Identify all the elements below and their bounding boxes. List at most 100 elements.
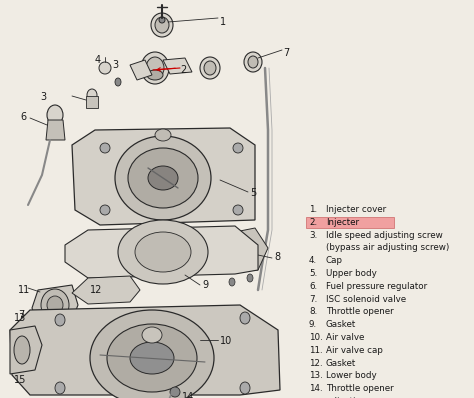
Ellipse shape — [230, 243, 254, 267]
Ellipse shape — [47, 105, 63, 125]
Ellipse shape — [118, 220, 208, 284]
Text: Fuel pressure regulator: Fuel pressure regulator — [326, 282, 427, 291]
Ellipse shape — [14, 336, 30, 364]
Polygon shape — [10, 326, 42, 374]
Text: 10.: 10. — [309, 333, 323, 342]
Ellipse shape — [55, 314, 65, 326]
Ellipse shape — [128, 148, 198, 208]
Bar — [306, 217, 394, 228]
Text: Gasket: Gasket — [326, 359, 356, 368]
Ellipse shape — [41, 289, 69, 321]
Text: 10: 10 — [220, 336, 232, 346]
Ellipse shape — [100, 205, 110, 215]
Text: 12.: 12. — [309, 359, 323, 368]
Ellipse shape — [151, 13, 173, 37]
Ellipse shape — [87, 89, 97, 101]
Text: 1.: 1. — [309, 205, 317, 214]
Ellipse shape — [107, 324, 197, 392]
Ellipse shape — [155, 129, 171, 141]
Polygon shape — [163, 58, 192, 74]
Text: 3: 3 — [40, 92, 46, 102]
Ellipse shape — [146, 57, 164, 79]
Polygon shape — [130, 60, 152, 80]
Ellipse shape — [233, 143, 243, 153]
Text: 2: 2 — [180, 65, 186, 75]
Text: 12: 12 — [90, 285, 102, 295]
Text: 15: 15 — [14, 375, 27, 385]
Ellipse shape — [115, 136, 211, 220]
Ellipse shape — [135, 232, 191, 272]
Text: Gasket: Gasket — [326, 320, 356, 329]
Text: 3: 3 — [112, 60, 118, 70]
Text: 13: 13 — [14, 313, 26, 323]
Ellipse shape — [244, 52, 262, 72]
Ellipse shape — [159, 17, 165, 23]
Ellipse shape — [248, 56, 258, 68]
Text: 5: 5 — [250, 188, 256, 198]
Ellipse shape — [204, 61, 216, 75]
Ellipse shape — [130, 342, 174, 374]
Polygon shape — [46, 120, 65, 140]
Polygon shape — [65, 226, 258, 278]
Ellipse shape — [233, 205, 243, 215]
Text: 8.: 8. — [309, 307, 317, 316]
Ellipse shape — [90, 310, 214, 398]
Text: 9: 9 — [202, 280, 208, 290]
Text: adjusting screw: adjusting screw — [326, 397, 395, 398]
Text: Air valve: Air valve — [326, 333, 365, 342]
Text: Air valve cap: Air valve cap — [326, 346, 383, 355]
Text: 3.: 3. — [309, 230, 317, 240]
Text: 1: 1 — [220, 17, 226, 27]
Text: 14.: 14. — [309, 384, 323, 393]
Ellipse shape — [200, 57, 220, 79]
Ellipse shape — [106, 230, 114, 240]
Ellipse shape — [155, 17, 169, 33]
Text: 6.: 6. — [309, 282, 317, 291]
Ellipse shape — [148, 166, 178, 190]
Text: (bypass air adjusting screw): (bypass air adjusting screw) — [326, 244, 449, 252]
Text: Injecter cover: Injecter cover — [326, 205, 386, 214]
Ellipse shape — [229, 278, 235, 286]
Polygon shape — [220, 228, 268, 272]
Text: Cap: Cap — [326, 256, 343, 265]
Text: Injecter: Injecter — [326, 218, 359, 227]
Text: 11: 11 — [18, 285, 30, 295]
Text: 9.: 9. — [309, 320, 317, 329]
Text: 2.: 2. — [309, 218, 317, 227]
Ellipse shape — [170, 387, 180, 397]
Polygon shape — [32, 285, 78, 325]
Ellipse shape — [240, 312, 250, 324]
Text: Idle speed adjusting screw: Idle speed adjusting screw — [326, 230, 443, 240]
Ellipse shape — [147, 70, 163, 80]
Text: Upper body: Upper body — [326, 269, 377, 278]
Ellipse shape — [240, 382, 250, 394]
Ellipse shape — [99, 62, 111, 74]
Text: Lower body: Lower body — [326, 371, 377, 380]
Text: 7.: 7. — [309, 295, 317, 304]
Text: Throttle opener: Throttle opener — [326, 307, 394, 316]
Ellipse shape — [100, 143, 110, 153]
Text: 4.: 4. — [309, 256, 317, 265]
Text: ISC solenoid valve: ISC solenoid valve — [326, 295, 406, 304]
Ellipse shape — [141, 52, 169, 84]
Ellipse shape — [236, 249, 248, 261]
Ellipse shape — [47, 296, 63, 314]
Ellipse shape — [115, 78, 121, 86]
Text: 8: 8 — [274, 252, 280, 262]
Ellipse shape — [55, 382, 65, 394]
Polygon shape — [86, 96, 98, 108]
Text: 13.: 13. — [309, 371, 323, 380]
Text: 14: 14 — [182, 392, 194, 398]
Text: 11.: 11. — [309, 346, 323, 355]
Ellipse shape — [142, 327, 162, 343]
Text: 7: 7 — [18, 310, 24, 320]
Polygon shape — [10, 305, 280, 395]
Polygon shape — [72, 128, 255, 225]
Ellipse shape — [247, 274, 253, 282]
Polygon shape — [72, 276, 140, 304]
Text: 4: 4 — [95, 55, 101, 65]
Text: Throttle opener: Throttle opener — [326, 384, 394, 393]
Text: 7: 7 — [283, 48, 289, 58]
Text: 5.: 5. — [309, 269, 317, 278]
Text: 6: 6 — [20, 112, 26, 122]
